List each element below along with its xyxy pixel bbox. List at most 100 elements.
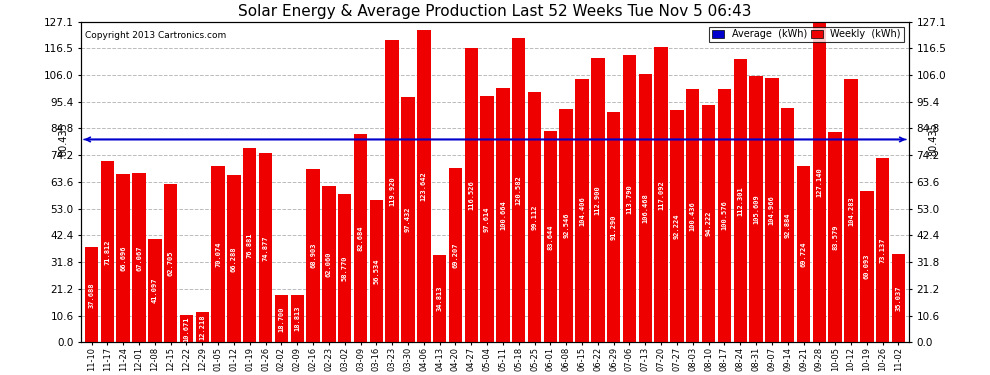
Text: 80.435: 80.435 [58, 123, 68, 156]
Text: 120.582: 120.582 [516, 176, 522, 205]
Legend: Average  (kWh), Weekly  (kWh): Average (kWh), Weekly (kWh) [710, 27, 904, 42]
Text: 104.406: 104.406 [579, 196, 585, 226]
Text: 18.813: 18.813 [294, 306, 300, 332]
Bar [180, 315, 193, 342]
Text: 100.576: 100.576 [722, 201, 728, 230]
Bar [322, 186, 336, 342]
Text: 127.140: 127.140 [817, 167, 823, 197]
Bar [244, 148, 256, 342]
Bar [212, 166, 225, 342]
Bar [559, 109, 573, 342]
Bar [148, 239, 161, 342]
Text: 112.301: 112.301 [738, 186, 743, 216]
Text: 66.288: 66.288 [231, 246, 237, 272]
Text: 97.614: 97.614 [484, 207, 490, 232]
Text: 117.092: 117.092 [658, 180, 664, 210]
Bar [749, 76, 762, 342]
Text: 34.813: 34.813 [437, 286, 443, 311]
Text: 12.218: 12.218 [199, 314, 205, 340]
Text: 10.671: 10.671 [183, 316, 189, 342]
Bar [781, 108, 794, 342]
Bar [480, 96, 494, 342]
Text: 41.097: 41.097 [151, 278, 157, 303]
Text: 104.283: 104.283 [848, 196, 854, 226]
Bar [306, 169, 320, 342]
Text: 123.642: 123.642 [421, 171, 427, 201]
Text: 62.060: 62.060 [326, 251, 332, 277]
Text: 91.290: 91.290 [611, 214, 617, 240]
Bar [860, 191, 873, 342]
Bar [686, 89, 700, 342]
Text: 76.881: 76.881 [247, 232, 252, 258]
Bar [117, 174, 130, 342]
Bar [433, 255, 446, 342]
Bar [607, 112, 621, 342]
Text: 113.790: 113.790 [627, 184, 633, 214]
Bar [196, 312, 209, 342]
Text: 99.112: 99.112 [532, 205, 538, 230]
Text: 74.877: 74.877 [262, 235, 268, 261]
Bar [290, 295, 304, 342]
Bar [133, 173, 146, 342]
Bar [876, 158, 889, 342]
Text: 92.546: 92.546 [563, 213, 569, 238]
Text: 100.436: 100.436 [690, 201, 696, 231]
Text: 94.222: 94.222 [706, 211, 712, 236]
Text: 18.700: 18.700 [278, 306, 284, 332]
Text: 56.534: 56.534 [373, 258, 379, 284]
Bar [85, 248, 98, 342]
Text: 69.207: 69.207 [452, 242, 458, 268]
Text: 68.903: 68.903 [310, 243, 316, 268]
Text: 92.224: 92.224 [674, 213, 680, 239]
Text: 71.812: 71.812 [104, 239, 111, 265]
Bar [496, 88, 510, 342]
Bar [591, 57, 605, 342]
Bar [417, 30, 431, 342]
Bar [338, 194, 351, 342]
Bar [639, 74, 652, 342]
Bar [544, 131, 557, 342]
Text: 82.684: 82.684 [357, 225, 363, 251]
Bar [718, 88, 732, 342]
Bar [385, 40, 399, 342]
Bar [844, 79, 857, 342]
Text: 35.037: 35.037 [895, 285, 902, 311]
Text: 119.920: 119.920 [389, 176, 395, 206]
Text: 106.468: 106.468 [643, 193, 648, 223]
Text: 104.966: 104.966 [769, 195, 775, 225]
Bar [401, 97, 415, 342]
Text: 67.067: 67.067 [136, 245, 142, 270]
Bar [228, 175, 241, 342]
Bar [829, 132, 842, 342]
Bar [164, 184, 177, 342]
Bar [623, 55, 637, 342]
Bar [892, 254, 905, 342]
Bar [528, 92, 542, 342]
Bar [654, 47, 668, 342]
Text: 70.074: 70.074 [215, 241, 221, 267]
Text: 83.644: 83.644 [547, 224, 553, 250]
Bar [575, 79, 589, 342]
Bar [101, 161, 114, 342]
Title: Solar Energy & Average Production Last 52 Weeks Tue Nov 5 06:43: Solar Energy & Average Production Last 5… [239, 4, 751, 19]
Bar [512, 38, 526, 342]
Bar [274, 295, 288, 342]
Text: 73.137: 73.137 [879, 237, 886, 263]
Text: 66.696: 66.696 [120, 246, 126, 271]
Text: 60.093: 60.093 [864, 254, 870, 279]
Bar [464, 48, 478, 342]
Bar [670, 110, 684, 342]
Bar [813, 22, 826, 342]
Bar [702, 105, 716, 342]
Text: Copyright 2013 Cartronics.com: Copyright 2013 Cartronics.com [85, 32, 227, 40]
Bar [353, 134, 367, 342]
Bar [797, 166, 810, 342]
Text: 69.724: 69.724 [801, 242, 807, 267]
Bar [448, 168, 462, 342]
Bar [258, 153, 272, 342]
Bar [765, 78, 778, 342]
Text: 58.770: 58.770 [342, 255, 347, 281]
Text: 97.432: 97.432 [405, 207, 411, 232]
Text: 80.435: 80.435 [929, 123, 939, 156]
Text: 116.526: 116.526 [468, 180, 474, 210]
